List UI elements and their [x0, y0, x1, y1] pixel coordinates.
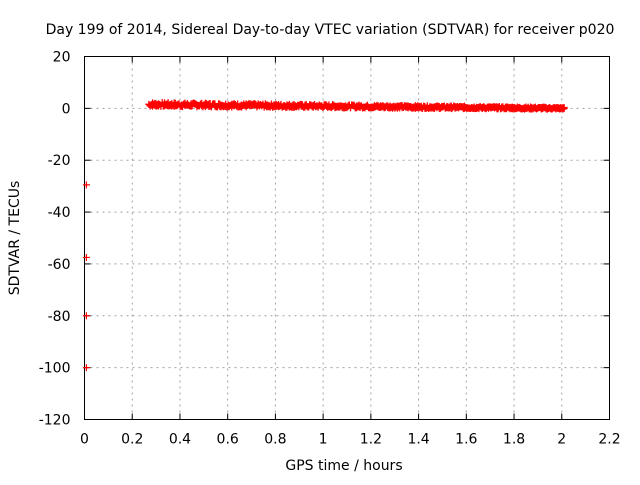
x-tick-label: 1.4	[407, 432, 429, 448]
plot-frame	[84, 56, 610, 420]
y-axis-label: SDTVAR / TECUs	[7, 181, 23, 296]
gridlines	[84, 56, 610, 420]
y-tick-label: -120	[39, 413, 71, 429]
data-point-outlier	[82, 253, 90, 261]
x-tick-label: 0.4	[169, 432, 191, 448]
chart-title: Day 199 of 2014, Sidereal Day-to-day VTE…	[46, 22, 615, 38]
x-tick-label: 2	[557, 432, 566, 448]
data-point-outlier	[82, 181, 90, 189]
x-tick-label: 2.2	[598, 432, 620, 448]
x-tick-label: 1.8	[503, 432, 525, 448]
data-points	[82, 99, 568, 372]
y-tick-label: -60	[48, 257, 71, 273]
data-point-outlier	[82, 312, 90, 320]
y-tick-label: -80	[48, 309, 71, 325]
data-point-outlier	[82, 364, 90, 372]
y-tick-label: -20	[48, 153, 71, 169]
x-tick-label: 0	[80, 432, 89, 448]
x-tick-label: 0.8	[264, 432, 286, 448]
x-tick-label: 0.2	[121, 432, 143, 448]
y-tick-label: -100	[39, 361, 71, 377]
data-point	[560, 105, 568, 113]
y-tick-label: 20	[53, 50, 71, 66]
x-tick-label: 1.6	[455, 432, 477, 448]
x-tick-label: 1.2	[360, 432, 382, 448]
axis-ticks: 0 0.2 0.4 0.6 0.8 1 1.2 1.4 1.6 1.8 2 2.2 20 0 -20 -40 -…	[39, 50, 621, 448]
y-tick-label: -40	[48, 205, 71, 221]
x-tick-label: 1	[319, 432, 328, 448]
x-axis-label: GPS time / hours	[285, 458, 402, 474]
x-tick-label: 0.6	[217, 432, 239, 448]
y-tick-label: 0	[62, 101, 71, 117]
